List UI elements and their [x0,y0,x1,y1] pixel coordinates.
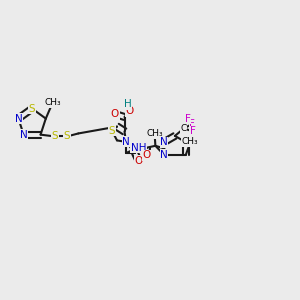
Text: N: N [20,130,28,140]
Text: CH₃: CH₃ [146,129,163,138]
Text: N: N [160,150,168,160]
Text: N: N [14,114,22,124]
Text: CH₃: CH₃ [44,98,61,107]
Text: O: O [111,109,119,119]
Text: C: C [181,124,187,133]
Text: N: N [160,137,168,147]
Text: S: S [109,125,115,136]
Text: O: O [126,106,134,116]
Text: N: N [122,137,130,147]
Text: CH₃: CH₃ [182,137,198,146]
Text: S: S [29,103,35,114]
Text: S: S [64,131,70,141]
Text: O: O [142,150,151,161]
Text: NH: NH [131,142,146,153]
Text: S: S [52,131,58,141]
Text: O: O [134,156,143,166]
Text: F: F [190,126,196,136]
Text: F: F [189,119,195,129]
Text: F: F [184,114,190,124]
Text: H: H [124,99,131,110]
